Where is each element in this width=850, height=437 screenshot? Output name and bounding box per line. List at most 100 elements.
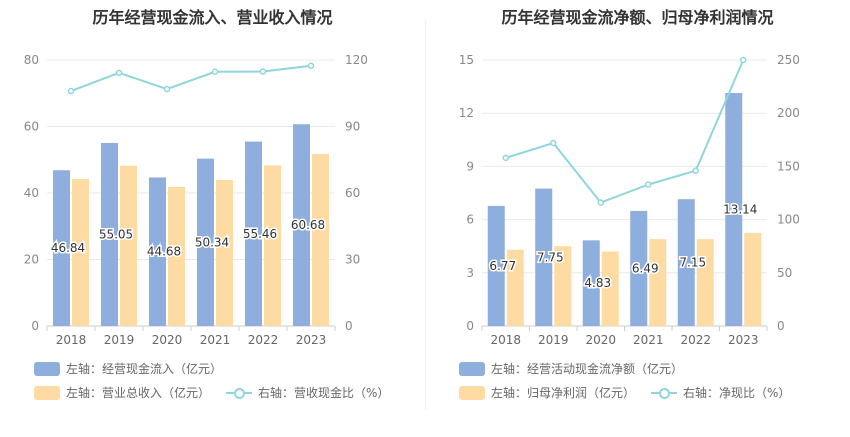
y-right-tick-label: 0: [345, 319, 353, 333]
bar: [630, 210, 648, 326]
bar: [264, 165, 281, 326]
bar: [293, 124, 310, 326]
y-right-tick-label: 120: [345, 53, 368, 67]
x-tick-label: 2023: [296, 333, 327, 347]
bar: [506, 249, 524, 326]
x-tick-label: 2022: [680, 333, 711, 347]
legend-item[interactable]: 左轴：经营现金流入（亿元）: [34, 360, 222, 377]
bar: [312, 154, 329, 326]
legend-line-swatch: [226, 386, 253, 400]
line-point: [597, 199, 604, 206]
y-right-tick-label: 30: [345, 253, 360, 267]
x-tick-label: 2019: [538, 333, 569, 347]
y-left-tick-label: 15: [459, 53, 474, 67]
legend-label: 左轴：营业总收入（亿元）: [66, 386, 211, 400]
bar: [554, 246, 572, 326]
x-tick-label: 2023: [728, 333, 759, 347]
legend-row: 左轴：营业总收入（亿元） 右轴：营收现金比（%）: [34, 384, 389, 401]
legend-swatch: [34, 385, 60, 400]
bar: [677, 199, 695, 326]
legend-item[interactable]: 左轴：经营活动现金流净额（亿元）: [459, 360, 683, 377]
line-point: [550, 139, 557, 147]
line-point: [307, 62, 315, 70]
bar: [245, 141, 262, 326]
legend-item[interactable]: 左轴：营业总收入（亿元）: [34, 384, 210, 401]
bar: [53, 170, 70, 326]
bar: [696, 239, 714, 326]
legend-swatch: [459, 361, 485, 376]
legend-swatch: [459, 385, 485, 400]
y-left-tick-label: 9: [466, 159, 474, 173]
bar: [601, 251, 619, 326]
line-point: [259, 68, 267, 75]
line-series: [505, 59, 745, 204]
chart-title: 历年经营现金流净额、归母净利润情况: [501, 8, 774, 27]
bar: [649, 239, 667, 326]
bar-data-label: 55.05: [99, 227, 133, 241]
y-right-tick-label: 200: [777, 106, 800, 120]
x-tick-label: 2021: [200, 333, 231, 347]
bar: [582, 240, 600, 326]
line-series: [70, 64, 312, 92]
line-point: [115, 69, 123, 77]
legend-line-swatch: [651, 386, 678, 400]
legend-swatch: [34, 361, 60, 376]
y-left-tick-label: 20: [24, 253, 39, 267]
y-right-tick-label: 250: [777, 53, 800, 67]
y-left-tick-label: 0: [466, 319, 474, 333]
chart-panel-cash-inflow: 历年经营现金流入、营业收入情况 0 20 40 60 80 0 30 60 90 120 2018 2…: [24, 8, 390, 401]
legend-label: 左轴：经营现金流入（亿元）: [66, 362, 223, 376]
x-tick-label: 2018: [490, 333, 521, 347]
chart-svg: 0 20 40 60 80 0 30 60 90 120 2018 2019 2020 2021 2022 2…: [24, 53, 368, 347]
chart-panel-net-cash: 历年经营现金流净额、归母净利润情况 0 3 6 9 12 15 0 50 100 150 200 25…: [425, 0, 850, 437]
legend-label: 右轴：净现比（%）: [683, 386, 791, 400]
bar-data-label: 7.75: [537, 250, 564, 264]
bar: [725, 92, 743, 326]
line-point: [692, 167, 699, 174]
legend-label: 左轴：经营活动现金流净额（亿元）: [491, 362, 684, 376]
line-point: [163, 85, 171, 93]
legend-item[interactable]: 右轴：净现比（%）: [651, 384, 790, 401]
bar: [197, 158, 214, 326]
panel-divider: [425, 20, 426, 410]
y-right-tick-label: 90: [345, 120, 360, 134]
x-tick-label: 2021: [633, 333, 664, 347]
legend-item[interactable]: 右轴：营收现金比（%）: [226, 384, 389, 401]
bar: [149, 177, 166, 326]
bar: [101, 142, 118, 326]
y-right-tick-label: 50: [777, 266, 792, 280]
y-right-tick-label: 100: [777, 213, 800, 227]
y-left-tick-label: 40: [24, 186, 39, 200]
bar-data-label: 6.49: [632, 261, 659, 275]
y-right-tick-label: 150: [777, 159, 800, 173]
bar: [168, 187, 185, 326]
chart-title: 历年经营现金流入、营业收入情况: [92, 8, 333, 27]
bar: [487, 205, 505, 326]
bar-data-label: 60.68: [291, 218, 325, 232]
y-left-tick-label: 60: [24, 120, 39, 134]
line-point: [211, 68, 219, 75]
y-left-tick-label: 0: [31, 319, 39, 333]
bar: [744, 232, 762, 326]
y-left-tick-label: 80: [24, 53, 39, 67]
x-tick-label: 2022: [248, 333, 279, 347]
legend-label: 左轴：归母净利润（亿元）: [491, 386, 636, 400]
x-tick-label: 2020: [152, 333, 183, 347]
legend-row: 左轴：归母净利润（亿元） 右轴：净现比（%）: [459, 384, 790, 401]
bar: [535, 188, 553, 326]
x-tick-label: 2019: [104, 333, 135, 347]
bar: [120, 165, 137, 326]
bar-data-label: 4.83: [584, 276, 611, 290]
line-point: [645, 181, 652, 188]
legend-item[interactable]: 左轴：归母净利润（亿元）: [459, 384, 635, 401]
line-point: [740, 56, 747, 64]
bar-data-label: 7.15: [679, 256, 706, 270]
bar: [72, 179, 89, 326]
bar-data-label: 55.46: [243, 227, 277, 241]
line-point: [502, 154, 509, 162]
y-left-tick-label: 6: [466, 213, 474, 227]
y-left-tick-label: 12: [459, 106, 474, 120]
y-right-tick-label: 60: [345, 186, 360, 200]
x-tick-label: 2020: [585, 333, 616, 347]
